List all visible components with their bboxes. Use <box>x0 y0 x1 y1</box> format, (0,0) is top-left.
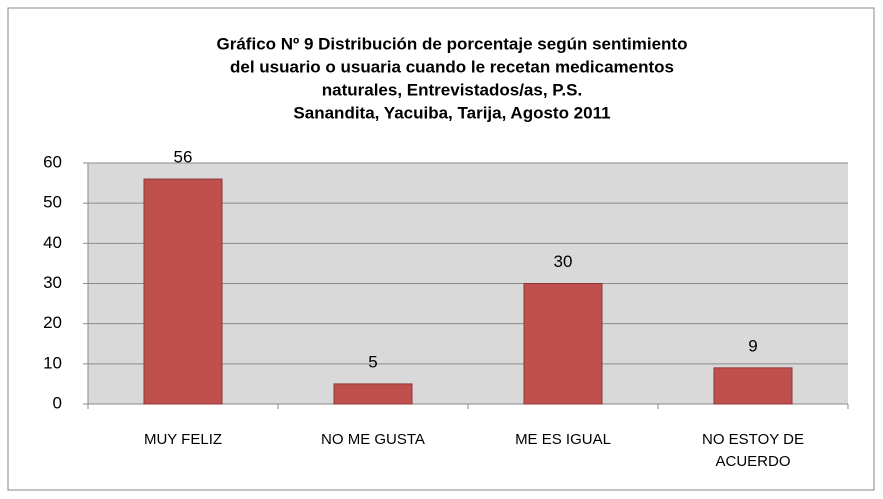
y-tick-label: 50 <box>43 193 62 212</box>
y-tick-label: 0 <box>53 393 62 412</box>
bar <box>523 283 603 405</box>
chart-title: Sanandita, Yacuiba, Tarija, Agosto 2011 <box>293 103 610 122</box>
x-tick-label: NO ME GUSTA <box>321 431 425 448</box>
bar <box>333 383 413 405</box>
x-tick-label: MUY FELIZ <box>143 431 223 448</box>
chart-title: naturales, Entrevistados/as, P.S. <box>322 80 582 99</box>
x-tick-label: NO ESTOY DE ACUERDO <box>702 431 804 470</box>
data-label: 5 <box>368 352 377 371</box>
chart-title: Gráfico Nº 9 Distribución de porcentaje … <box>217 34 688 53</box>
chart-title: del usuario o usuaria cuando le recetan … <box>230 57 674 76</box>
y-tick-label: 10 <box>43 353 62 372</box>
y-tick-label: 40 <box>43 233 62 252</box>
data-label: 9 <box>748 336 757 355</box>
y-tick-label: 60 <box>43 152 62 171</box>
bar <box>143 178 223 405</box>
bar <box>713 367 793 405</box>
y-tick-label: 20 <box>43 313 62 332</box>
data-label: 30 <box>554 252 573 271</box>
x-tick-label: ME ES IGUAL <box>515 431 611 448</box>
data-label: 56 <box>174 148 193 167</box>
y-tick-label: 30 <box>43 273 62 292</box>
